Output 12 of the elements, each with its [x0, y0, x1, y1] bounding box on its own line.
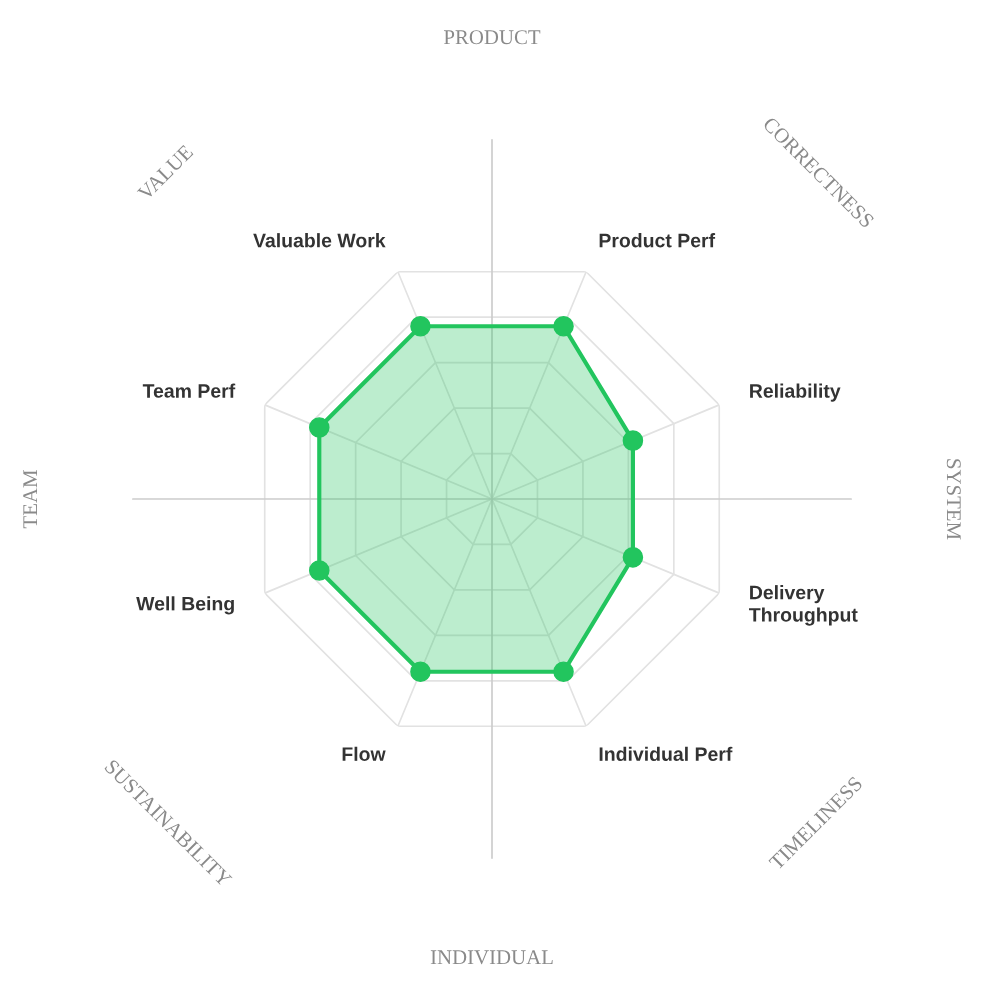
text: TEAM [23, 470, 38, 529]
spoke-label: Valuable Work [253, 233, 386, 248]
text: PRODUCT [443, 30, 541, 45]
spoke-label: Individual Perf [599, 746, 733, 762]
spoke-label: Product Perf [599, 233, 716, 248]
spoke-label: Team Perf [142, 383, 236, 398]
spoke-label: Reliability [750, 383, 841, 402]
spoke-label: Well Being [136, 596, 234, 615]
spoke-label: Flow [342, 746, 386, 762]
text: INDIVIDUAL [430, 950, 553, 965]
text: SYSTEM [946, 459, 961, 540]
spoke-label: Delivery Throughput [749, 585, 858, 626]
